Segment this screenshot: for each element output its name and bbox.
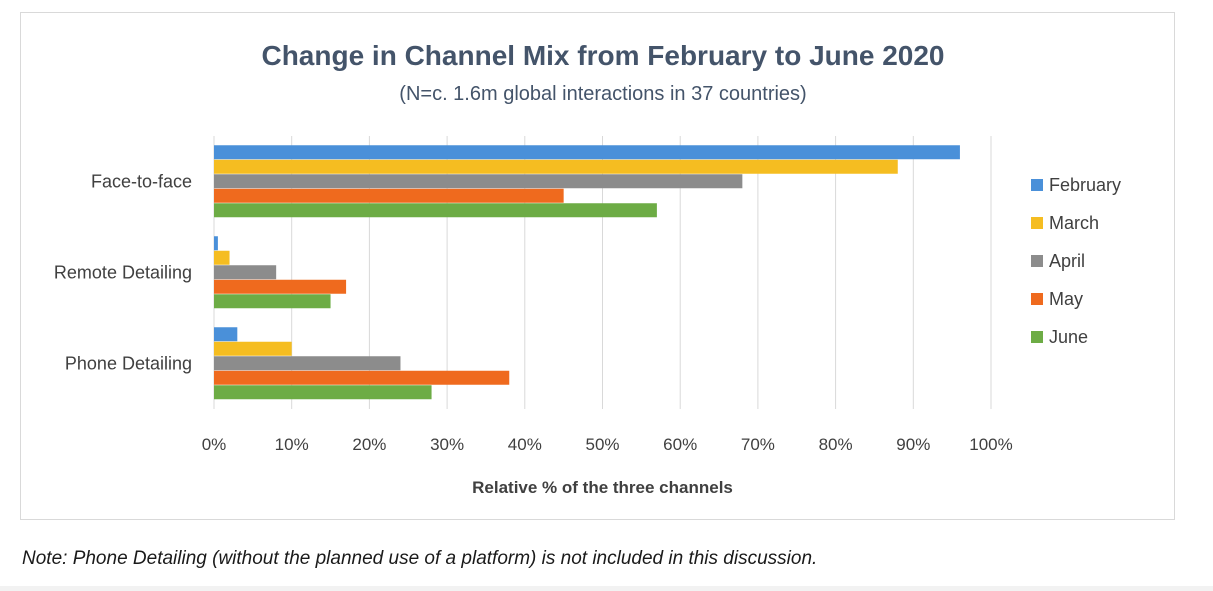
bar-march — [214, 341, 292, 356]
x-tick-label: 30% — [430, 435, 464, 454]
bar-march — [214, 250, 230, 265]
legend-label: May — [1049, 289, 1083, 309]
x-tick-label: 40% — [508, 435, 542, 454]
chart-title: Change in Channel Mix from February to J… — [261, 40, 944, 71]
footnote: Note: Phone Detailing (without the plann… — [22, 548, 818, 569]
category-label: Phone Detailing — [65, 354, 192, 374]
bar-march — [214, 159, 898, 174]
chart-frame: Change in Channel Mix from February to J… — [20, 12, 1175, 520]
bar-february — [214, 145, 960, 160]
bar-june — [214, 294, 331, 309]
bar-june — [214, 203, 657, 218]
bar-april — [214, 356, 401, 371]
legend-swatch-february — [1031, 179, 1043, 191]
x-tick-label: 50% — [585, 435, 619, 454]
legend-swatch-april — [1031, 255, 1043, 267]
x-tick-label: 100% — [969, 435, 1012, 454]
legend-label: February — [1049, 175, 1121, 195]
bar-june — [214, 385, 432, 400]
bar-april — [214, 265, 277, 280]
x-tick-label: 90% — [896, 435, 930, 454]
bar-may — [214, 370, 510, 385]
x-tick-label: 80% — [819, 435, 853, 454]
legend-label: March — [1049, 213, 1099, 233]
bar-february — [214, 327, 238, 342]
bar-may — [214, 279, 347, 294]
x-axis-label: Relative % of the three channels — [472, 478, 733, 497]
bar-chart: Change in Channel Mix from February to J… — [54, 40, 1121, 497]
x-tick-label: 20% — [352, 435, 386, 454]
bottom-divider — [0, 586, 1213, 591]
legend-swatch-march — [1031, 217, 1043, 229]
legend-swatch-may — [1031, 293, 1043, 305]
legend-label: April — [1049, 251, 1085, 271]
bar-april — [214, 174, 743, 189]
legend-label: June — [1049, 327, 1088, 347]
x-tick-label: 60% — [663, 435, 697, 454]
category-label: Remote Detailing — [54, 263, 192, 283]
bar-may — [214, 188, 564, 203]
legend-swatch-june — [1031, 331, 1043, 343]
category-label: Face-to-face — [91, 172, 192, 192]
chart-subtitle: (N=c. 1.6m global interactions in 37 cou… — [399, 83, 806, 105]
x-tick-label: 70% — [741, 435, 775, 454]
bar-february — [214, 236, 218, 251]
x-tick-label: 0% — [202, 435, 227, 454]
x-tick-label: 10% — [275, 435, 309, 454]
